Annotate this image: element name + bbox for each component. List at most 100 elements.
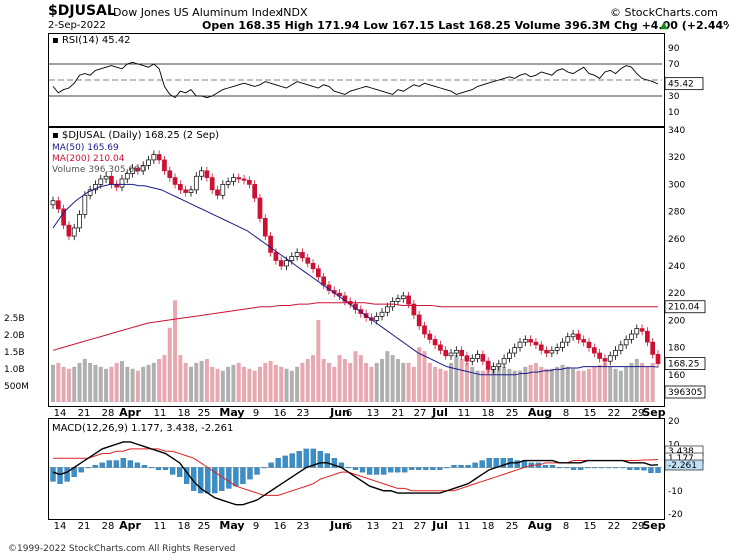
x-axis-label: Sep — [642, 406, 665, 419]
volume-bar — [311, 355, 316, 402]
volume-last-label: 396305 — [668, 388, 702, 398]
candle-body — [650, 341, 656, 355]
macd-histogram-bar — [85, 467, 91, 469]
ma200-last-box — [664, 300, 706, 314]
x-axis-label-bottom: Apr — [119, 519, 141, 532]
candle-body — [623, 339, 629, 346]
x-axis-label-bottom: 23 — [297, 521, 310, 532]
volume-bar — [215, 368, 220, 402]
volume-bar — [518, 370, 523, 402]
volume-bar — [284, 368, 289, 402]
volume-bar — [640, 362, 645, 402]
volume-bar — [119, 360, 124, 402]
macd-histogram-bar — [627, 467, 633, 470]
candle-body — [225, 181, 231, 185]
x-axis-label: 23 — [297, 408, 310, 419]
macd-histogram-bar — [169, 467, 176, 475]
candle-body — [576, 333, 581, 340]
candle-body — [438, 344, 443, 351]
candle-body — [257, 197, 263, 219]
volume-bar — [109, 366, 114, 402]
candle-body — [294, 252, 300, 257]
volume-tick-label: 1.0B — [4, 365, 25, 375]
candle-body — [252, 184, 258, 199]
macd-histogram-bar — [655, 467, 661, 473]
macd-histogram-bar — [620, 467, 626, 469]
volume-bar — [587, 368, 592, 402]
price-title: ▪ $DJUSAL (Daily) 168.25 (2 Sep) — [52, 130, 220, 141]
symbol-title: $DJUSAL — [48, 3, 116, 19]
x-axis-label-bottom: 21 — [392, 521, 405, 532]
candle-body — [273, 252, 279, 261]
candle-body — [209, 177, 215, 191]
candle-body — [655, 354, 661, 364]
macd-histogram-bar — [648, 467, 654, 473]
x-axis-label: 13 — [367, 408, 380, 419]
candle-body — [480, 354, 486, 362]
volume-bar — [247, 368, 252, 402]
candle-body — [491, 366, 496, 370]
volume-bar — [51, 364, 55, 402]
candle-body — [570, 333, 576, 338]
candle-body — [512, 347, 518, 354]
candle-body — [135, 167, 141, 172]
candle-body — [193, 175, 199, 191]
volume-bar — [220, 370, 225, 402]
volume-bar — [438, 368, 443, 402]
volume-bar — [507, 368, 512, 402]
macd-histogram-bar — [599, 467, 605, 469]
macd-line — [52, 441, 659, 506]
candle-body — [591, 347, 597, 354]
macd-histogram-bar — [205, 467, 211, 494]
volume-bar — [146, 364, 151, 402]
macd-histogram-bar — [50, 467, 56, 482]
chart-date: 2-Sep-2022 — [48, 20, 106, 31]
volume-bar — [555, 366, 560, 402]
volume-bar — [528, 364, 533, 402]
candle-body — [453, 349, 459, 354]
volume-bar — [231, 364, 236, 402]
legend-ma50: MA(50) 165.69 — [52, 143, 119, 153]
volume-bar — [544, 368, 549, 402]
volume-tick-label: 2.5B — [4, 314, 25, 324]
macd-histogram-bar — [380, 467, 387, 475]
x-axis-label-bottom: 25 — [506, 521, 519, 532]
macd-histogram-bar — [198, 467, 204, 494]
macd-histogram-bar — [556, 467, 563, 469]
macd-histogram-bar — [458, 465, 464, 468]
macd-histogram-bar — [451, 465, 457, 468]
candle-body — [400, 295, 406, 299]
volume-bar — [151, 362, 156, 402]
x-axis-label: 6 — [346, 408, 352, 419]
volume-bar — [305, 358, 310, 402]
x-axis-label: 22 — [608, 408, 621, 419]
candle-body — [618, 344, 624, 351]
x-axis-label-bottom: May — [219, 519, 244, 532]
candle-body — [544, 349, 549, 354]
macd-histogram-bar — [479, 460, 485, 468]
ma200-last-label: 210.04 — [668, 303, 700, 313]
macd-histogram-bar — [275, 458, 281, 468]
candle-body — [199, 170, 204, 177]
candle-body — [55, 200, 61, 210]
candle-body — [432, 339, 438, 346]
x-axis-label: 15 — [584, 408, 597, 419]
candle-body — [167, 170, 173, 178]
candle-body — [241, 178, 247, 181]
volume-bar — [279, 366, 284, 402]
macd-histogram-bar — [324, 453, 331, 468]
x-axis-label-bottom: Sep — [642, 519, 665, 532]
candle-body — [289, 256, 295, 261]
macd-signal-line — [53, 448, 659, 496]
macd-histogram-bar — [486, 458, 492, 468]
volume-bar — [385, 351, 390, 402]
volume-bar — [592, 366, 597, 402]
candle-body — [183, 189, 189, 193]
candle-body — [448, 352, 454, 357]
macd-histogram-bar — [176, 467, 183, 477]
volume-tick-label: 500M — [4, 382, 29, 392]
candle-body — [639, 328, 645, 332]
x-axis-label-bottom: 6 — [346, 521, 352, 532]
volume-bar — [597, 364, 602, 402]
macd-histogram-bar — [613, 467, 619, 469]
